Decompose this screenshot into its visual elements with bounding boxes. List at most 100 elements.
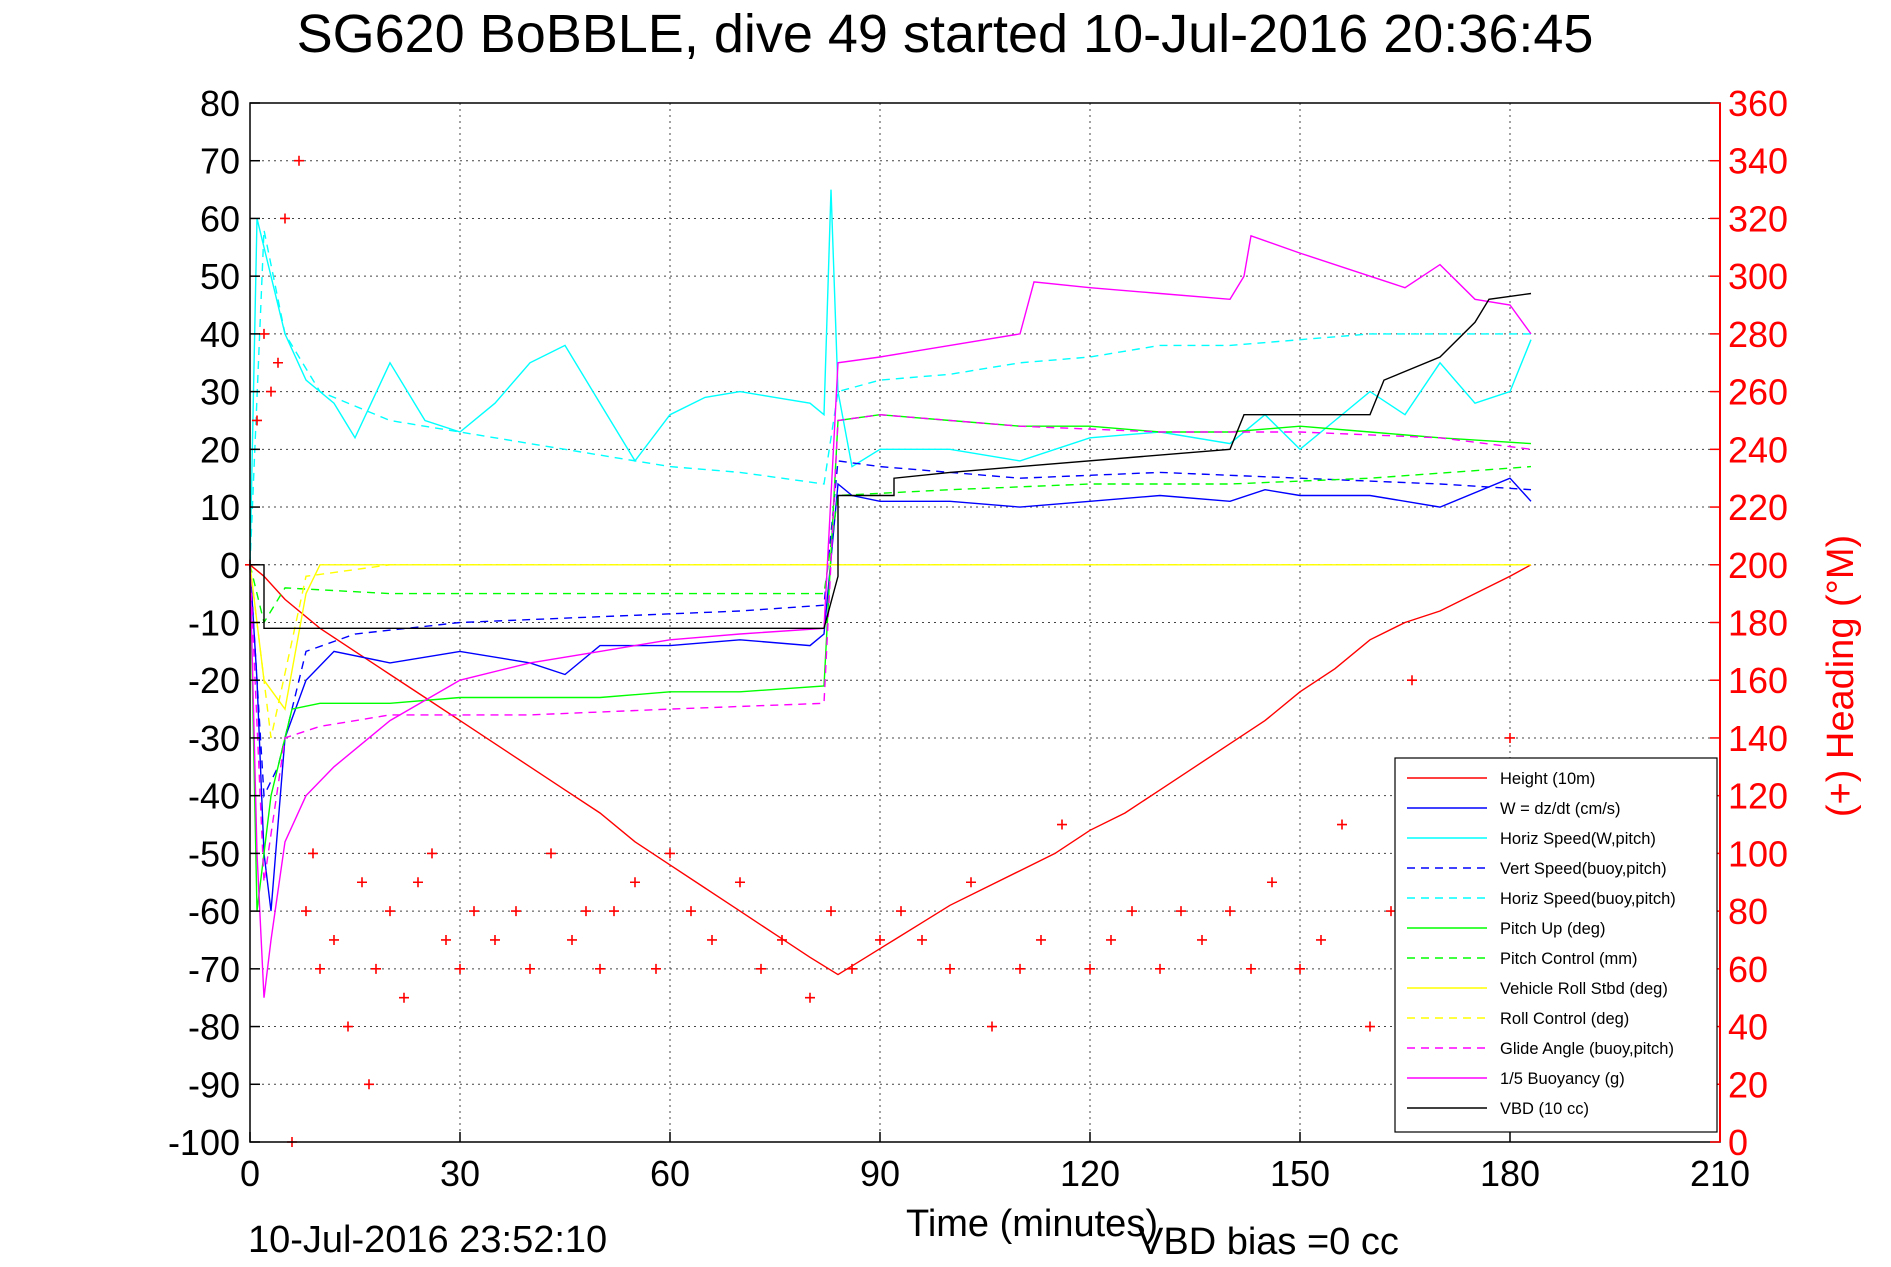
- legend-label: Vert Speed(buoy,pitch): [1500, 860, 1667, 878]
- heading-point: [357, 877, 367, 888]
- footer-vbd-bias: VBD bias =0 cc: [1138, 1221, 1399, 1262]
- y-tick-label: -100: [168, 1122, 240, 1163]
- heading-point: [273, 357, 283, 368]
- y2-tick-label: 120: [1728, 776, 1788, 817]
- x-tick-label: 60: [650, 1153, 690, 1194]
- heading-point: [1407, 675, 1417, 686]
- heading-point: [896, 906, 906, 917]
- heading-point: [847, 963, 857, 974]
- x-tick-label: 120: [1060, 1153, 1120, 1194]
- heading-point: [826, 906, 836, 917]
- heading-point: [280, 213, 290, 224]
- heading-point: [329, 934, 339, 945]
- series-pitch-up-deg: [249, 413, 1532, 912]
- legend-label: Height (10m): [1500, 770, 1595, 788]
- x-axis-label: Time (minutes): [906, 1203, 1158, 1245]
- heading-point: [630, 877, 640, 888]
- y-axis-ticks: -100-90-80-70-60-50-40-30-20-10010203040…: [168, 83, 260, 1163]
- heading-point: [805, 992, 815, 1003]
- x-tick-label: 90: [860, 1153, 900, 1194]
- heading-point: [301, 906, 311, 917]
- heading-point: [1337, 819, 1347, 830]
- x-tick-label: 150: [1270, 1153, 1330, 1194]
- heading-point: [1267, 877, 1277, 888]
- series-horiz-speed-buoy-pitch: [249, 229, 1531, 565]
- heading-point: [343, 1021, 353, 1032]
- y-tick-label: -80: [188, 1007, 240, 1048]
- heading-point: [1036, 934, 1046, 945]
- y-tick-label: 60: [200, 198, 240, 239]
- heading-point: [1225, 906, 1235, 917]
- y2-tick-label: 80: [1728, 891, 1768, 932]
- heading-point: [665, 848, 675, 859]
- y-tick-label: 40: [200, 314, 240, 355]
- y2-tick-label: 240: [1728, 429, 1788, 470]
- heading-point: [917, 934, 927, 945]
- heading-point: [756, 963, 766, 974]
- legend: Height (10m) W = dz/dt (cm/s) Horiz Speed(…: [1394, 757, 1718, 1133]
- chart-title: SG620 BoBBLE, dive 49 started 10-Jul-201…: [297, 4, 1594, 64]
- legend-label: Vehicle Roll Stbd (deg): [1500, 980, 1668, 998]
- legend-label: VBD (10 cc): [1500, 1100, 1589, 1118]
- heading-point: [686, 906, 696, 917]
- heading-point: [1176, 906, 1186, 917]
- y-tick-label: 10: [200, 487, 240, 528]
- series-layer: [245, 155, 1532, 1147]
- y2-tick-label: 40: [1728, 1007, 1768, 1048]
- heading-point: [945, 963, 955, 974]
- heading-point: [875, 934, 885, 945]
- series-horiz-speed-w-pitch: [249, 189, 1532, 565]
- legend-label: W = dz/dt (cm/s): [1500, 800, 1621, 818]
- heading-point: [490, 934, 500, 945]
- y2-tick-label: 340: [1728, 141, 1788, 182]
- legend-label: Horiz Speed(buoy,pitch): [1500, 890, 1676, 908]
- y-tick-label: -70: [188, 949, 240, 990]
- y-tick-label: 50: [200, 256, 240, 297]
- heading-point: [308, 848, 318, 859]
- legend-label: 1/5 Buoyancy (g): [1500, 1070, 1625, 1088]
- heading-point: [259, 328, 269, 339]
- heading-point: [364, 1079, 374, 1090]
- y2-tick-label: 160: [1728, 660, 1788, 701]
- heading-point: [1127, 906, 1137, 917]
- y2-tick-label: 60: [1728, 949, 1768, 990]
- legend-label: Roll Control (deg): [1500, 1010, 1629, 1028]
- heading-point: [266, 386, 276, 397]
- heading-point: [1505, 732, 1515, 743]
- y2-tick-label: 300: [1728, 256, 1788, 297]
- series-w-dz-dt-cm-s: [249, 477, 1532, 912]
- heading-point: [1365, 1021, 1375, 1032]
- y-tick-label: 30: [200, 372, 240, 413]
- heading-point: [1295, 963, 1305, 974]
- heading-point: [252, 415, 262, 426]
- y-tick-label: -30: [188, 718, 240, 759]
- y2-tick-label: 360: [1728, 83, 1788, 124]
- y-tick-label: 70: [200, 141, 240, 182]
- heading-point: [315, 963, 325, 974]
- legend-label: Horiz Speed(W,pitch): [1500, 830, 1656, 848]
- heading-point: [1155, 963, 1165, 974]
- series-glide-angle-buoy-pitch: [249, 413, 1532, 883]
- heading-point: [511, 906, 521, 917]
- heading-point: [707, 934, 717, 945]
- y2-tick-label: 20: [1728, 1064, 1768, 1105]
- footer-date: 10-Jul-2016 23:52:10: [248, 1219, 607, 1261]
- heading-point: [567, 934, 577, 945]
- x-tick-label: 30: [440, 1153, 480, 1194]
- heading-point: [1197, 934, 1207, 945]
- heading-point: [441, 934, 451, 945]
- y-tick-label: -10: [188, 603, 240, 644]
- y2-tick-label: 220: [1728, 487, 1788, 528]
- heading-point: [455, 963, 465, 974]
- x-tick-label: 180: [1480, 1153, 1540, 1194]
- series-1-5-buoyancy-g: [249, 234, 1532, 998]
- y2-tick-label: 280: [1728, 314, 1788, 355]
- x-tick-label: 0: [240, 1153, 260, 1194]
- y-tick-label: -90: [188, 1064, 240, 1105]
- y2-axis-ticks: 0 20 40 60 80 100 120 140 160 180 200 220 240 260 280 3…: [1710, 83, 1788, 1163]
- y2-axis-label: (+) Heading (°M): [1820, 535, 1862, 817]
- heading-point: [1015, 963, 1025, 974]
- heading-point: [1057, 819, 1067, 830]
- y2-tick-label: 180: [1728, 603, 1788, 644]
